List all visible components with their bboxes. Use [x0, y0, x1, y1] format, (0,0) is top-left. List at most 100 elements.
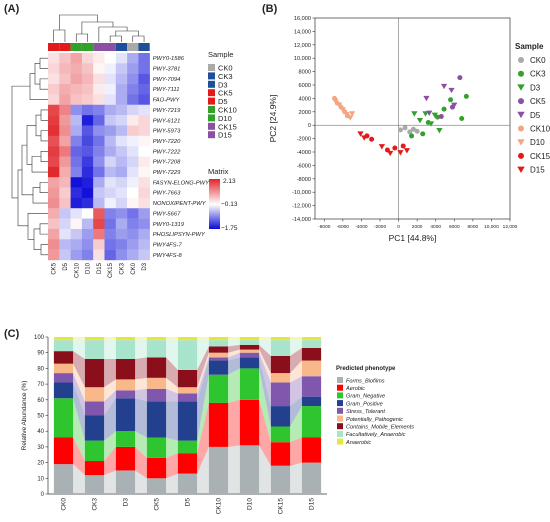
bar-legend-swatch [337, 430, 343, 437]
flow-band [104, 358, 116, 388]
heatmap-cell [70, 135, 83, 147]
heatmap-cell [104, 146, 116, 157]
sample-group-cell [127, 43, 139, 51]
bar-segment-gram_positive [270, 406, 291, 427]
flow-band [166, 437, 178, 458]
heatmap-cell [127, 115, 139, 126]
panel-c-label: (C) [4, 328, 20, 340]
bar-legend-swatch [337, 407, 343, 414]
x-tick-label: 4000 [430, 224, 441, 230]
sample-legend-label: CK15 [218, 122, 237, 131]
heatmap-cell [48, 94, 60, 105]
y-tick-label: 8000 [299, 70, 311, 76]
scatter-legend-marker [518, 98, 524, 105]
bar-segment-anaerobic [115, 337, 136, 341]
heatmap-column-label: CK10 [74, 262, 80, 278]
heatmap-cell [93, 249, 105, 261]
heatmap-cell [104, 177, 116, 188]
y-tick-label: 80 [37, 366, 44, 372]
heatmap-cell [104, 187, 116, 199]
heatmap-row-label: PWY-7111 [153, 87, 180, 93]
scatter-legend-label: CK3 [530, 70, 546, 79]
heatmap-cell [104, 115, 116, 126]
heatmap-cell [115, 146, 128, 157]
heatmap-cell [93, 187, 105, 199]
matrix-legend-title: Matrix [208, 167, 229, 176]
bar-legend-label: Facultatively_Anaerobic [346, 432, 406, 438]
heatmap-cell [48, 84, 60, 95]
heatmap-column-label: CK0 [131, 262, 137, 274]
heatmap-cell [70, 115, 83, 126]
heatmap-cell [70, 177, 83, 188]
bar-segment-contains_mobile_elements [115, 358, 136, 380]
heatmap-cell [59, 156, 71, 168]
data-point-ck15 [369, 136, 375, 142]
data-point-d5 [426, 110, 433, 116]
y-tick-label: 20 [37, 461, 44, 467]
heatmap-row-label: PWY-3781 [153, 67, 181, 73]
heatmap-cell [81, 249, 94, 261]
heatmap-cell [138, 63, 150, 74]
heatmap-cell [93, 166, 105, 178]
bar-segment-anaerobic [177, 337, 198, 341]
bar-segment-anaerobic [270, 337, 291, 341]
heatmap-cell [104, 63, 116, 74]
bar-segment-anaerobic [84, 337, 105, 341]
bar-segment-anaerobic [239, 337, 260, 341]
flow-band [259, 349, 271, 383]
bar-segment-stress_tolerant [270, 382, 291, 407]
heatmap-cell [93, 228, 105, 240]
flow-band [104, 340, 116, 359]
y-tick-label: 16,000 [294, 16, 311, 22]
sample-group-cell [104, 43, 116, 51]
bar-segment-potentially_pathogenic [270, 373, 291, 383]
bar-segment-anaerobic [146, 337, 167, 341]
heatmap-cell [81, 197, 94, 209]
data-point-ck15 [392, 145, 398, 151]
heatmap-cell [81, 239, 94, 250]
y-tick-label: 14,000 [294, 29, 311, 35]
data-point-d5 [440, 83, 448, 90]
bar-segment-gram_negative [146, 437, 167, 458]
heatmap-cell [48, 156, 60, 168]
heatmap-cell [93, 94, 105, 105]
heatmap-cell [59, 84, 71, 95]
flow-band [166, 377, 178, 394]
heatmap-cell [59, 94, 71, 105]
heatmap-cell [81, 63, 94, 74]
scatter-legend-label: CK5 [530, 97, 546, 106]
heatmap-cell [115, 125, 128, 136]
bar-segment-forms_biofilms [301, 462, 322, 494]
bar-segment-contains_mobile_elements [270, 355, 291, 374]
bar-segment-gram_positive [208, 360, 229, 375]
data-point-ck3 [435, 114, 441, 120]
heatmap-cell [93, 156, 105, 168]
flow-band [166, 473, 178, 494]
heatmap-cell [138, 94, 150, 105]
flow-band [290, 340, 302, 356]
sample-legend-label: CK10 [218, 106, 237, 115]
heatmap-cell [81, 53, 94, 64]
heatmap-cell [59, 166, 71, 178]
flow-band [259, 337, 271, 341]
heatmap-cell [104, 53, 116, 64]
heatmap-cell [81, 187, 94, 199]
data-point-ck0 [414, 128, 420, 134]
data-point-ck3 [441, 106, 447, 112]
heatmap-cell [93, 73, 105, 85]
bar-segment-gram_negative [239, 368, 260, 400]
flow-band [104, 398, 116, 441]
flow-band [73, 398, 85, 462]
flow-band [135, 431, 147, 458]
bar-legend-label: Stress_Tolerant [346, 409, 385, 415]
heatmap-cell [138, 239, 150, 250]
flow-band [197, 360, 209, 441]
heatmap-cell [104, 249, 116, 261]
data-point-ck3 [459, 116, 465, 121]
heatmap-cell [93, 53, 105, 64]
heatmap-cell [59, 53, 71, 64]
scatter-legend-marker [518, 70, 524, 77]
heatmap-cell [127, 73, 139, 85]
x-tick-label: 0 [397, 224, 400, 230]
